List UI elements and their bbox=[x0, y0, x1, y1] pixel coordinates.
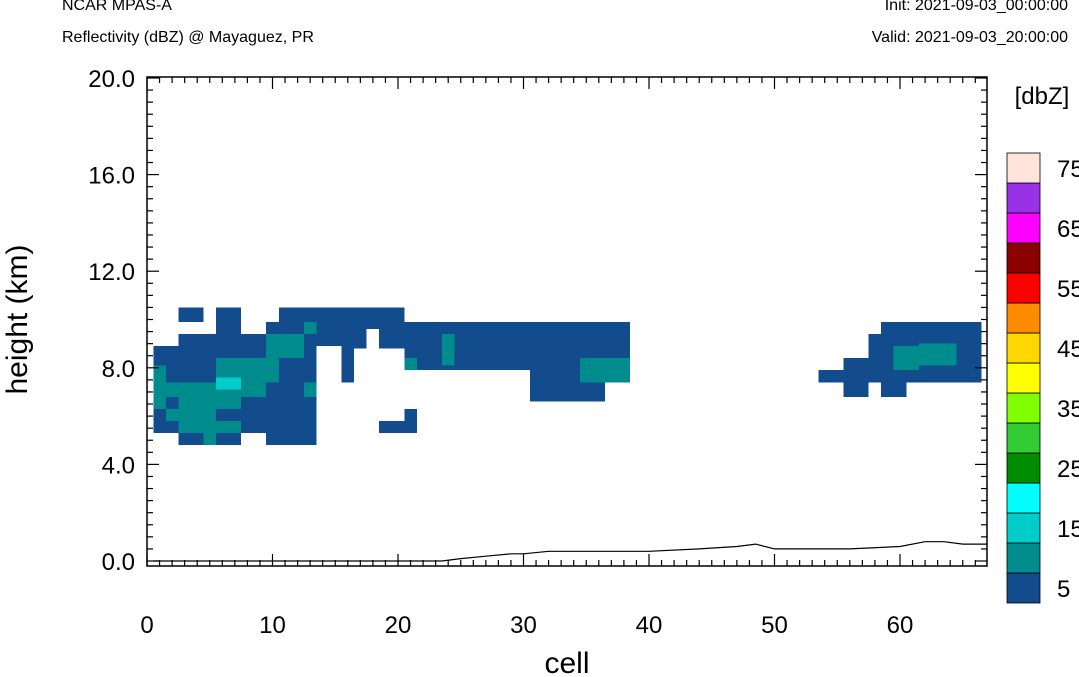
x-tick-label: 40 bbox=[636, 612, 663, 639]
reflectivity-cell bbox=[579, 358, 631, 383]
no-echo-region bbox=[316, 346, 342, 409]
no-echo-region bbox=[366, 329, 380, 380]
reflectivity-cell bbox=[843, 382, 869, 397]
colorbar-tick-label: 45 bbox=[1057, 336, 1079, 363]
x-axis-title: cell bbox=[544, 647, 589, 677]
chart-subtitle: Reflectivity (dBZ) @ Mayaguez, PR bbox=[62, 29, 314, 46]
terrain-line bbox=[153, 541, 987, 562]
axes: 0 10 20 30 40 50 60 0.0 4.0 8.0 12.0 16.0 20.0 cell he… bbox=[1, 66, 988, 677]
colorbar-swatch bbox=[1006, 512, 1041, 544]
colorbar-swatch bbox=[1006, 212, 1041, 244]
init-time: Init: 2021-09-03_00:00:00 bbox=[884, 0, 1068, 14]
reflectivity-cell bbox=[266, 333, 304, 359]
colorbar-swatch bbox=[1006, 542, 1041, 574]
reflectivity-cell bbox=[893, 346, 919, 371]
colorbar-swatch bbox=[1006, 362, 1041, 394]
colorbar: 5 15 25 35 45 55 65 75 [dbZ] bbox=[1006, 83, 1079, 604]
x-tick-label: 0 bbox=[140, 612, 153, 639]
colorbar-swatch bbox=[1006, 272, 1041, 304]
colorbar-tick-label: 55 bbox=[1057, 276, 1079, 303]
colorbar-swatch bbox=[1006, 302, 1041, 334]
colorbar-tick-label: 15 bbox=[1057, 516, 1079, 543]
colorbar-tick-label: 5 bbox=[1057, 576, 1070, 603]
reflectivity-cell bbox=[153, 365, 166, 409]
colorbar-tick-label: 35 bbox=[1057, 396, 1079, 423]
valid-time: Valid: 2021-09-03_20:00:00 bbox=[871, 29, 1068, 46]
colorbar-swatch bbox=[1006, 152, 1041, 184]
no-echo-region bbox=[241, 433, 267, 446]
y-tick-label: 12.0 bbox=[88, 259, 135, 286]
x-tick-label: 10 bbox=[259, 612, 286, 639]
reflectivity-cell bbox=[404, 358, 417, 371]
x-tick-label: 30 bbox=[510, 612, 537, 639]
colorbar-swatch bbox=[1006, 242, 1041, 274]
reflectivity-cell bbox=[303, 382, 317, 397]
colorbar-swatch bbox=[1006, 482, 1041, 514]
y-axis-title: height (km) bbox=[1, 244, 34, 394]
header-left-title: NCAR MPAS-A bbox=[62, 0, 172, 14]
no-echo-region bbox=[454, 377, 530, 417]
colorbar-swatch bbox=[1006, 572, 1041, 604]
no-echo-region bbox=[416, 377, 442, 417]
x-tick-label: 60 bbox=[887, 612, 914, 639]
reflectivity-cell bbox=[203, 433, 217, 446]
reflectivity-cell bbox=[178, 333, 631, 347]
y-tick-label: 20.0 bbox=[88, 66, 135, 93]
plot-area bbox=[153, 307, 987, 562]
colorbar-swatch bbox=[1006, 332, 1041, 364]
x-tick-label: 20 bbox=[385, 612, 412, 639]
colorbar-unit-label: [dbZ] bbox=[1015, 83, 1070, 110]
y-tick-label: 16.0 bbox=[88, 163, 135, 190]
no-echo-region bbox=[605, 382, 643, 417]
no-echo-region bbox=[153, 321, 179, 334]
y-tick-label: 8.0 bbox=[102, 356, 135, 383]
reflectivity-cell bbox=[918, 343, 957, 366]
colorbar-swatch bbox=[1006, 422, 1041, 454]
reflectivity-cell bbox=[881, 382, 907, 397]
reflectivity-cell bbox=[266, 321, 631, 334]
no-echo-region bbox=[153, 433, 179, 446]
x-tick-label: 50 bbox=[761, 612, 788, 639]
reflectivity-cell bbox=[278, 307, 405, 322]
no-echo-region bbox=[190, 321, 217, 334]
reflectivity-cell bbox=[818, 370, 982, 383]
reflectivity-cell bbox=[178, 307, 204, 322]
reflectivity-cell bbox=[341, 358, 355, 383]
reflectivity-cells bbox=[153, 307, 987, 562]
reflectivity-cell bbox=[881, 321, 982, 334]
reflectivity-cell bbox=[441, 333, 455, 366]
reflectivity-cell bbox=[216, 377, 242, 390]
reflectivity-cell bbox=[178, 396, 242, 409]
reflectivity-cell bbox=[178, 420, 242, 434]
reflectivity-cell bbox=[404, 408, 417, 421]
reflectivity-cell bbox=[216, 307, 242, 334]
reflectivity-cell bbox=[379, 420, 417, 434]
reflectivity-cell bbox=[165, 408, 217, 421]
reflectivity-cell bbox=[303, 321, 317, 334]
y-tick-label: 4.0 bbox=[102, 452, 135, 479]
colorbar-swatch bbox=[1006, 182, 1041, 214]
reflectivity-cell bbox=[404, 358, 631, 371]
colorbar-swatch bbox=[1006, 452, 1041, 484]
plot-frame bbox=[146, 76, 988, 567]
no-echo-region bbox=[354, 348, 405, 417]
colorbar-tick-label: 65 bbox=[1057, 216, 1079, 243]
y-tick-label: 0.0 bbox=[102, 549, 135, 576]
colorbar-swatch bbox=[1006, 392, 1041, 424]
colorbar-tick-label: 25 bbox=[1057, 456, 1079, 483]
colorbar-tick-label: 75 bbox=[1057, 156, 1079, 183]
